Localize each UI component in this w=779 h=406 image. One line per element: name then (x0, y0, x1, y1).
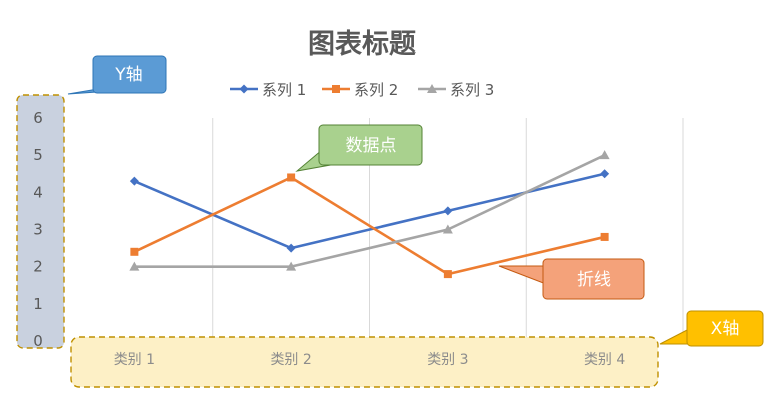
y-tick-label: 4 (33, 183, 43, 201)
x-axis-highlight (70, 336, 659, 388)
callout-x-axis-label: X轴 (711, 319, 740, 339)
x-tick-label: 类别 2 (270, 352, 311, 368)
callout-line: 折线 (498, 258, 645, 300)
callout-data-point: 数据点 (295, 124, 423, 172)
series-1-point (443, 206, 453, 216)
series-1-point (600, 169, 610, 179)
y-tick-label: 5 (33, 146, 43, 164)
callout-x-axis: X轴 (659, 310, 764, 347)
y-tick-label: 2 (33, 258, 43, 276)
chart-title: 图表标题 (308, 29, 416, 60)
callout-line-label: 折线 (577, 270, 611, 290)
series-2-line (133, 176, 605, 276)
series-2-point (443, 270, 452, 279)
legend-marker-1 (239, 84, 249, 94)
legend-label-2: 系列 2 (354, 81, 398, 99)
series-2-point (600, 232, 609, 241)
legend-marker-3 (427, 84, 437, 93)
x-tick-label: 类别 3 (427, 352, 468, 368)
x-axis-ticks: 类别 1 类别 2 类别 3 类别 4 (114, 352, 626, 368)
x-tick-label: 类别 4 (584, 352, 625, 368)
legend-label-1: 系列 1 (262, 81, 306, 99)
series-3-point (286, 261, 297, 271)
y-axis-ticks: 0 1 2 3 4 5 6 (33, 109, 43, 350)
y-axis-highlight (16, 94, 65, 349)
series-3-point (129, 261, 140, 271)
legend-marker-2 (332, 85, 340, 93)
series-2-point (130, 247, 139, 256)
series-3-point (442, 224, 453, 234)
series-1-point (286, 243, 296, 253)
legend-label-3: 系列 3 (450, 81, 494, 99)
legend: 系列 1 系列 2 系列 3 (230, 81, 494, 99)
y-tick-label: 0 (33, 332, 43, 350)
series-3-point (599, 150, 610, 160)
y-tick-label: 3 (33, 221, 43, 239)
series-1-point (129, 176, 139, 186)
callout-y-axis-label: Y轴 (114, 65, 142, 85)
y-tick-label: 1 (33, 295, 43, 313)
series-group (129, 150, 610, 279)
callout-data-point-label: 数据点 (346, 136, 397, 156)
callout-y-axis: Y轴 (67, 55, 167, 95)
y-tick-label: 6 (33, 109, 43, 127)
series-2-point (287, 173, 296, 182)
series-3-line (134, 153, 606, 268)
x-tick-label: 类别 1 (114, 352, 155, 368)
